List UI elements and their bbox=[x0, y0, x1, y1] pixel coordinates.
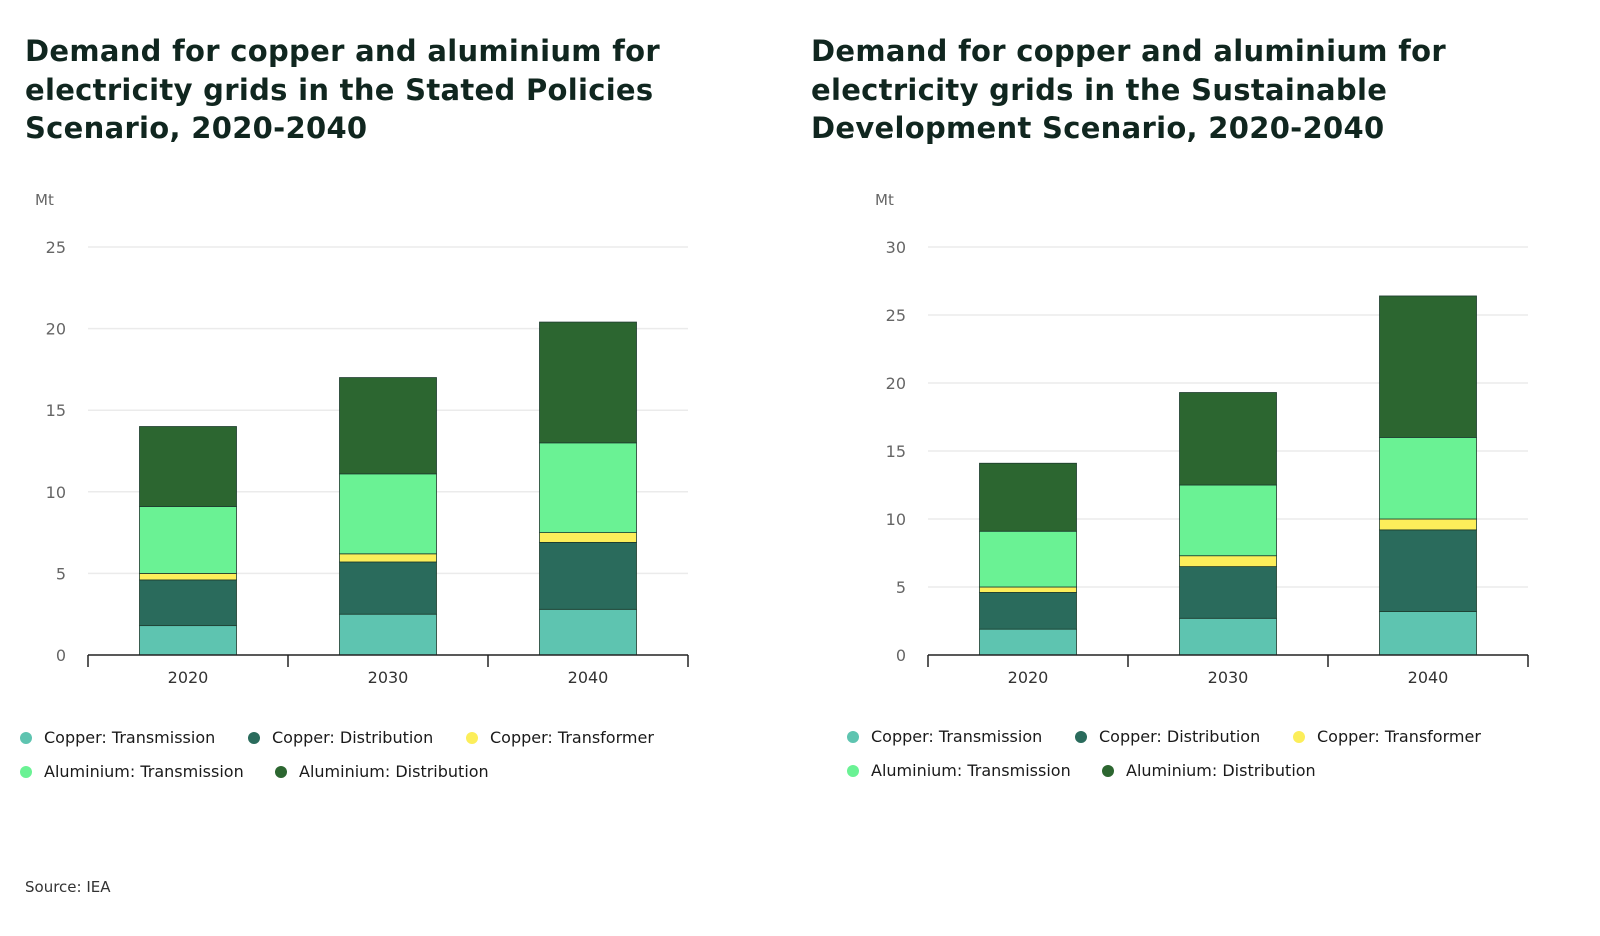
legend-label: Copper: Transformer bbox=[490, 728, 654, 747]
y-tick-label: 5 bbox=[56, 564, 66, 583]
bar-segment-aluminium-transmission bbox=[539, 442, 637, 533]
bar-segment-copper-distribution bbox=[539, 541, 637, 610]
x-tick-label: 2040 bbox=[1408, 668, 1449, 687]
legend-label: Copper: Distribution bbox=[272, 728, 434, 747]
legend-marker-icon bbox=[1075, 730, 1087, 743]
legend-label: Aluminium: Transmission bbox=[871, 761, 1071, 780]
bar-segment-aluminium-distribution bbox=[139, 426, 237, 507]
y-tick-label: 10 bbox=[886, 510, 906, 529]
y-axis-unit-right: Mt bbox=[875, 191, 894, 209]
legend-label: Copper: Transmission bbox=[44, 728, 216, 747]
legend-label: Aluminium: Distribution bbox=[1126, 761, 1316, 780]
bar-segment-aluminium-transmission bbox=[1379, 436, 1477, 520]
bar-segment-copper-transmission bbox=[1179, 617, 1277, 656]
bar-segment-copper-transmission bbox=[1379, 611, 1477, 656]
legend-item: Copper: Transformer bbox=[1293, 727, 1481, 746]
y-tick-label: 15 bbox=[886, 442, 906, 461]
bar-segment-copper-distribution bbox=[339, 561, 437, 615]
legend-marker-icon bbox=[20, 765, 32, 778]
y-tick-label: 10 bbox=[46, 483, 66, 502]
x-tick-label: 2030 bbox=[1208, 668, 1249, 687]
x-tick-label: 2040 bbox=[568, 668, 609, 687]
bar-segment-aluminium-transmission bbox=[979, 530, 1077, 588]
y-tick-label: 0 bbox=[896, 646, 906, 665]
legend-marker-icon bbox=[275, 765, 287, 778]
bar-segment-copper-transmission bbox=[539, 608, 637, 656]
legend-label: Copper: Transmission bbox=[871, 727, 1043, 746]
y-tick-label: 5 bbox=[896, 578, 906, 597]
legend-item: Copper: Transformer bbox=[466, 728, 654, 747]
bar-segment-copper-transmission bbox=[339, 613, 437, 656]
bar-segment-copper-transformer bbox=[1179, 555, 1277, 568]
bar-segment-copper-transformer bbox=[339, 553, 437, 563]
legend-marker-icon bbox=[1293, 730, 1305, 743]
bar-segment-aluminium-distribution bbox=[339, 377, 437, 475]
legend-label: Copper: Transformer bbox=[1317, 727, 1481, 746]
legend-item: Aluminium: Distribution bbox=[275, 762, 489, 781]
bar-segment-aluminium-distribution bbox=[539, 321, 637, 444]
bar-segment-copper-distribution bbox=[979, 592, 1077, 630]
x-tick-label: 2020 bbox=[1008, 668, 1049, 687]
legend-item: Copper: Distribution bbox=[248, 728, 433, 747]
legend-marker-icon bbox=[248, 731, 260, 744]
y-tick-label: 30 bbox=[886, 238, 906, 257]
y-tick-label: 20 bbox=[886, 374, 906, 393]
bar-segment-copper-transformer bbox=[1379, 518, 1477, 531]
bar-segment-aluminium-transmission bbox=[139, 506, 237, 574]
bar-segment-copper-transmission bbox=[979, 628, 1077, 656]
chart-title-sustainable-development: Demand for copper and aluminium for elec… bbox=[811, 34, 1446, 145]
bar-segment-copper-distribution bbox=[1379, 529, 1477, 612]
legend-label: Copper: Distribution bbox=[1099, 727, 1261, 746]
legend-item: Aluminium: Transmission bbox=[20, 762, 244, 781]
legend-marker-icon bbox=[20, 731, 32, 744]
y-tick-label: 15 bbox=[46, 401, 66, 420]
legend-item: Aluminium: Transmission bbox=[847, 761, 1071, 780]
legend-label: Aluminium: Transmission bbox=[44, 762, 244, 781]
legend-marker-icon bbox=[847, 730, 859, 743]
bar-segment-aluminium-distribution bbox=[1379, 295, 1477, 438]
y-tick-label: 0 bbox=[56, 646, 66, 665]
sustainable-development-chart: 0 5 10 15 20 25 30 2020 2030 2040 bbox=[886, 238, 1529, 687]
bar-segment-aluminium-transmission bbox=[339, 473, 437, 555]
y-tick-label: 25 bbox=[46, 238, 66, 257]
y-axis-unit-left: Mt bbox=[35, 191, 54, 209]
y-tick-label: 20 bbox=[46, 320, 66, 339]
y-tick-label: 25 bbox=[886, 306, 906, 325]
bar-segment-copper-distribution bbox=[139, 579, 237, 627]
legend-item: Copper: Distribution bbox=[1075, 727, 1260, 746]
bar-segment-copper-transformer bbox=[539, 532, 637, 543]
legend-item: Copper: Transmission bbox=[847, 727, 1042, 746]
source-note: Source: IEA bbox=[25, 878, 111, 896]
bar-segment-copper-transformer bbox=[979, 586, 1077, 593]
chart-title-stated-policies: Demand for copper and aluminium for elec… bbox=[25, 34, 660, 145]
legend-item: Copper: Transmission bbox=[20, 728, 215, 747]
bar-segment-aluminium-transmission bbox=[1179, 484, 1277, 557]
legend-item: Aluminium: Distribution bbox=[1102, 761, 1316, 780]
legend-marker-icon bbox=[466, 731, 478, 744]
legend-marker-icon bbox=[847, 764, 859, 777]
bar-segment-copper-transformer bbox=[139, 572, 237, 581]
bar-segment-aluminium-distribution bbox=[979, 462, 1077, 532]
x-tick-label: 2020 bbox=[168, 668, 209, 687]
bar-segment-copper-transmission bbox=[139, 625, 237, 656]
stated-policies-chart: 0 5 10 15 20 25 2020 2030 2040 bbox=[46, 238, 689, 687]
legend-marker-icon bbox=[1102, 764, 1114, 777]
bar-segment-aluminium-distribution bbox=[1179, 392, 1277, 486]
bar-segment-copper-distribution bbox=[1179, 566, 1277, 619]
x-tick-label: 2030 bbox=[368, 668, 409, 687]
legend-label: Aluminium: Distribution bbox=[299, 762, 489, 781]
